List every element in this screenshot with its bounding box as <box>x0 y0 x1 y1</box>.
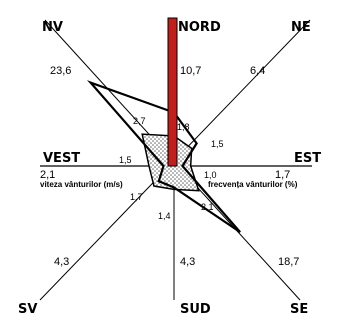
freq-label-sud: 4,3 <box>180 256 195 268</box>
freq-label-nord: 10,7 <box>180 65 201 77</box>
freq-label-se: 18,7 <box>278 256 299 268</box>
freq-label-est: 1,7 <box>275 169 290 181</box>
speed-label-nv: 2,7 <box>133 116 146 126</box>
speed-label-nord: 1,8 <box>177 122 190 132</box>
freq-label-nv: 23,6 <box>50 65 71 77</box>
speed-label-est: 1,0 <box>204 170 217 180</box>
speed-label-sv: 1,7 <box>130 192 143 202</box>
freq-label-ne: 6,4 <box>250 65 265 77</box>
freq-label-sv: 4,3 <box>54 256 69 268</box>
speed-label-se: 2,1 <box>201 202 214 212</box>
dir-label-est: EST <box>294 151 321 166</box>
freq-label-vest: 2,1 <box>40 169 55 181</box>
dir-label-nv: NV <box>42 20 63 35</box>
north-bar <box>167 17 178 167</box>
dir-label-nord: NORD <box>178 20 221 35</box>
speed-label-ne: 1,5 <box>211 139 224 149</box>
speed-label-sud: 1,4 <box>158 211 171 221</box>
speed-label-vest: 1,5 <box>119 155 132 165</box>
dir-label-sv: SV <box>18 302 37 317</box>
frequency-axis-label: frecvența vânturilor (%) <box>208 180 298 189</box>
frequency-polygon <box>86 80 241 234</box>
dir-label-vest: VEST <box>43 151 80 166</box>
speed-axis-label: viteza vânturilor (m/s) <box>40 180 123 189</box>
dir-label-se: SE <box>290 302 308 317</box>
dir-label-ne: NE <box>291 20 311 35</box>
dir-label-sud: SUD <box>180 302 211 317</box>
